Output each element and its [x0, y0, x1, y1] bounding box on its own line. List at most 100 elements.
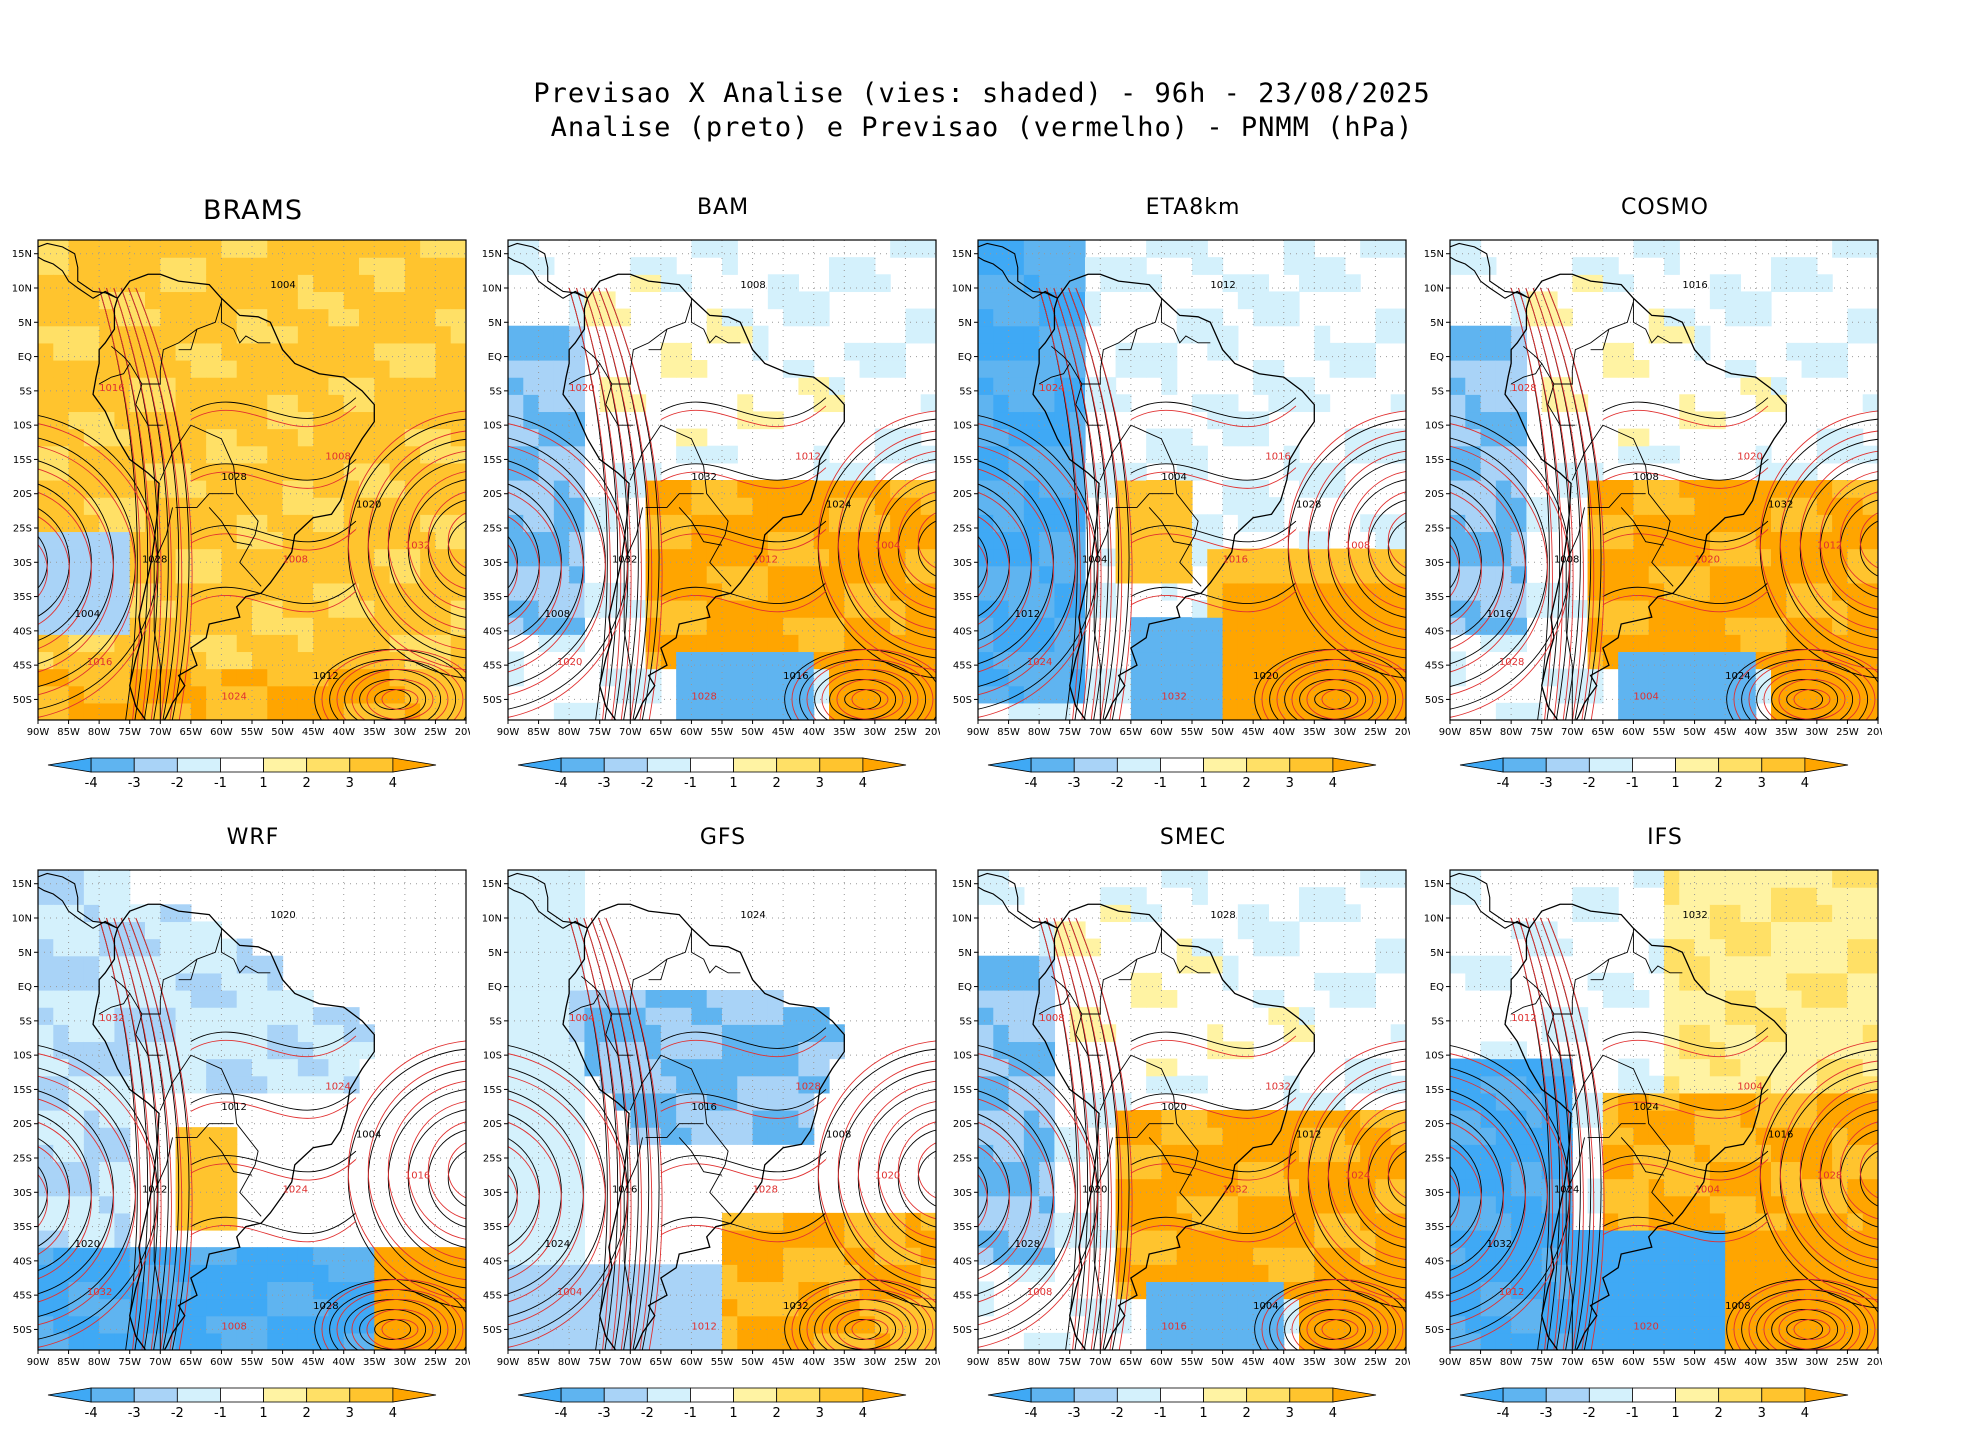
lat-tick-label: 25S	[953, 1154, 972, 1165]
isobar-label: 1032	[1223, 1184, 1248, 1195]
lon-tick-label: 90W	[27, 727, 50, 738]
colorbar-segment	[560, 1387, 605, 1403]
isobar-label: 1024	[1554, 1184, 1579, 1195]
isobar-label: 1012	[1296, 1129, 1321, 1140]
colorbar-tick-label: 1	[1199, 1406, 1207, 1421]
lat-tick-label: 10N	[952, 284, 972, 295]
lat-tick-label: 10N	[482, 284, 502, 295]
panel-gfs: GFS 1024 1004 1016 1028 1008 1020 1032 1012 1024 1…	[470, 825, 940, 1425]
colorbar-tick-label: 3	[1286, 776, 1294, 791]
lat-tick-label: 10S	[13, 421, 32, 432]
colorbar-segment	[1116, 757, 1161, 773]
lat-tick-label: 15S	[13, 1085, 32, 1096]
lat-tick-label: 15N	[952, 879, 972, 890]
colorbar-segment	[1761, 757, 1806, 773]
colorbar-segment	[263, 757, 308, 773]
isobar-label: 1004	[1633, 691, 1658, 702]
lat-tick-label: 5N	[488, 318, 502, 329]
isobar-label: 1004	[1737, 1081, 1762, 1092]
isobar-label: 1012	[1210, 280, 1235, 291]
colorbar-segment	[47, 1387, 92, 1403]
colorbar-tick-label: -2	[1583, 1406, 1596, 1421]
lat-tick-label: 40S	[483, 1256, 502, 1267]
lon-tick-label: 45W	[302, 727, 325, 738]
lon-tick-label: 75W	[1058, 1357, 1081, 1368]
lat-tick-label: 50S	[1425, 695, 1444, 706]
lon-tick-label: 55W	[1181, 727, 1204, 738]
isobar-label: 1004	[569, 1013, 594, 1024]
lat-tick-label: 30S	[1425, 558, 1444, 569]
colorbar-tick-label: -3	[1068, 1406, 1081, 1421]
lon-tick-label: 50W	[1683, 727, 1706, 738]
isobar-label: 1020	[1161, 1102, 1186, 1113]
colorbar-segment	[1761, 1387, 1806, 1403]
colorbar-segment	[646, 757, 691, 773]
colorbar-tick-label: -4	[85, 1406, 98, 1421]
isobar-label: 1024	[1027, 657, 1052, 668]
lon-tick-label: 85W	[1469, 1357, 1492, 1368]
colorbar-tick-label: -1	[684, 1406, 697, 1421]
colorbar-segment	[1459, 757, 1504, 773]
isobar-label: 1024	[1633, 1102, 1658, 1113]
lat-tick-label: 10S	[483, 421, 502, 432]
isobar-label: 1004	[875, 541, 900, 552]
panel-title: GFS	[699, 825, 747, 850]
colorbar-segment	[1030, 757, 1075, 773]
isobar-label: 1004	[1695, 1184, 1720, 1195]
lon-tick-label: 60W	[680, 727, 703, 738]
colorbar-tick-label: -3	[598, 1406, 611, 1421]
lat-tick-label: EQ	[958, 982, 972, 993]
isobar-label: 1020	[1633, 1321, 1658, 1332]
lon-tick-label: 30W	[1806, 727, 1829, 738]
map-svg: 1032 1012 1024 1004 1016 1028 1008 1020 1032 1012…	[1424, 869, 1882, 1421]
isobar-label: 1024	[221, 691, 246, 702]
lon-tick-label: 55W	[1653, 1357, 1676, 1368]
lon-tick-label: 35W	[1775, 1357, 1798, 1368]
lat-tick-label: 5S	[489, 1016, 502, 1027]
colorbar-segment	[819, 1387, 864, 1403]
panel-smec: SMEC 1028 1008 1020 1032 1012 1024 1004 1016 1028…	[940, 825, 1410, 1425]
isobar-label: 1016	[1768, 1129, 1793, 1140]
colorbar-tick-label: -1	[214, 776, 227, 791]
colorbar-segment	[1073, 1387, 1118, 1403]
lat-tick-label: 10N	[952, 914, 972, 925]
colorbar-segment	[776, 1387, 821, 1403]
colorbar-tick-label: -1	[1154, 1406, 1167, 1421]
lon-tick-label: 60W	[1150, 727, 1173, 738]
lon-tick-label: 45W	[1242, 1357, 1265, 1368]
lon-tick-label: 40W	[1744, 1357, 1767, 1368]
colorbar-tick-label: 4	[1329, 776, 1337, 791]
lat-tick-label: EQ	[1430, 352, 1444, 363]
lat-tick-label: 30S	[953, 558, 972, 569]
lon-tick-label: 65W	[180, 1357, 203, 1368]
colorbar-segment	[646, 1387, 691, 1403]
isobar-label: 1012	[142, 1184, 167, 1195]
lon-tick-label: 50W	[1211, 727, 1234, 738]
lat-tick-label: 40S	[953, 1256, 972, 1267]
colorbar-tick-label: 3	[1758, 776, 1766, 791]
lat-tick-label: 5S	[19, 1016, 32, 1027]
lat-tick-label: 45S	[1425, 661, 1444, 672]
lon-tick-label: 45W	[302, 1357, 325, 1368]
lon-tick-label: 40W	[802, 1357, 825, 1368]
lat-tick-label: 50S	[13, 1325, 32, 1336]
lat-tick-label: 20S	[1425, 489, 1444, 500]
colorbar-segment	[133, 757, 178, 773]
lat-tick-label: 40S	[1425, 626, 1444, 637]
isobar-label: 1008	[1039, 1013, 1064, 1024]
colorbar-tick-label: 2	[303, 776, 311, 791]
lat-tick-label: EQ	[18, 982, 32, 993]
colorbar-segment	[733, 757, 778, 773]
lat-tick-label: 10S	[1425, 1051, 1444, 1062]
colorbar-tick-label: -3	[1068, 776, 1081, 791]
isobar-label: 1016	[1265, 451, 1290, 462]
isobar-label: 1032	[1682, 910, 1707, 921]
lon-tick-label: 45W	[1714, 727, 1737, 738]
isobar-label: 1016	[405, 1171, 430, 1182]
lat-tick-label: 10N	[1424, 284, 1444, 295]
coastline	[1032, 903, 1315, 1350]
lon-tick-label: 75W	[1530, 727, 1553, 738]
colorbar-segment	[392, 757, 437, 773]
colorbar-tick-label: -4	[1025, 776, 1038, 791]
panel-title: BRAMS	[202, 195, 304, 226]
